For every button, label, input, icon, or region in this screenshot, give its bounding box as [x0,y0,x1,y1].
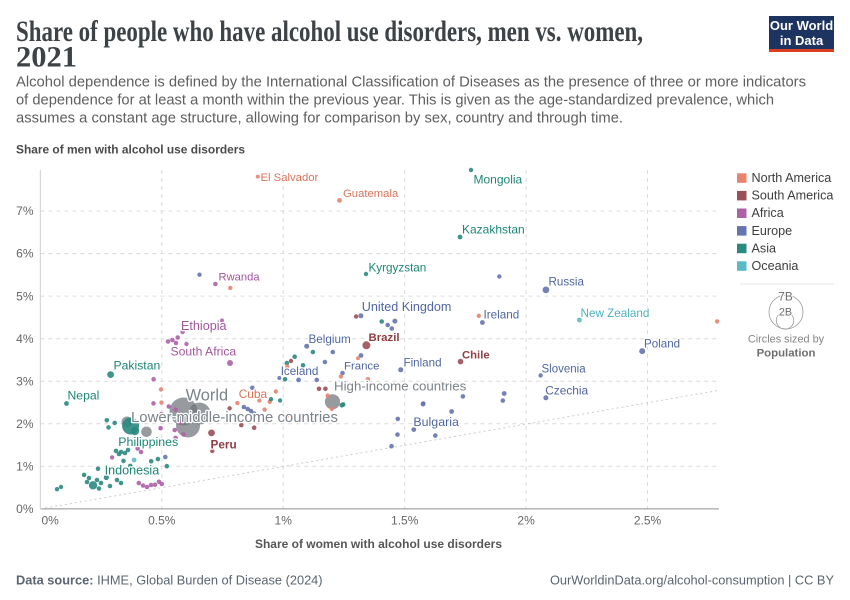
svg-text:Indonesia: Indonesia [105,464,160,478]
svg-text:1.5%: 1.5% [391,514,419,528]
svg-text:Kazakhstan: Kazakhstan [462,223,525,237]
svg-text:El Salvador: El Salvador [261,172,319,184]
svg-text:2021: 2021 [16,41,77,74]
svg-text:assumes a constant age structu: assumes a constant age structure, allowi… [16,111,623,127]
svg-text:6%: 6% [16,247,34,261]
svg-text:Guatemala: Guatemala [343,188,399,200]
svg-text:0.5%: 0.5% [148,514,176,528]
svg-text:Kyrgyzstan: Kyrgyzstan [369,262,427,275]
svg-text:Asia: Asia [752,241,777,255]
svg-text:Lower-middle-income countries: Lower-middle-income countries [131,410,338,426]
svg-text:OurWorldinData.org/alcohol-con: OurWorldinData.org/alcohol-consumption |… [550,573,834,588]
svg-text:Peru: Peru [211,438,237,452]
svg-text:Belgium: Belgium [309,333,351,346]
svg-text:5%: 5% [16,289,34,303]
svg-text:2%: 2% [16,417,34,431]
svg-text:0%: 0% [16,502,34,516]
svg-text:United Kingdom: United Kingdom [362,300,452,314]
svg-text:Nepal: Nepal [68,389,100,403]
svg-text:Cuba: Cuba [239,387,268,401]
svg-text:Russia: Russia [549,276,585,289]
svg-text:1%: 1% [16,460,34,474]
svg-text:3%: 3% [16,374,34,388]
svg-text:Ethiopia: Ethiopia [181,319,227,333]
svg-text:World: World [186,387,229,405]
svg-text:Chile: Chile [462,350,490,362]
svg-text:South America: South America [752,189,834,203]
svg-text:Mongolia: Mongolia [474,173,523,187]
svg-text:Circles sized by: Circles sized by [748,334,825,346]
svg-text:Rwanda: Rwanda [219,272,261,284]
svg-text:Europe: Europe [752,224,793,238]
svg-text:7%: 7% [16,204,34,218]
svg-text:Finland: Finland [404,357,442,370]
svg-text:4%: 4% [16,332,34,346]
svg-text:Share of men with alcohol use: Share of men with alcohol use disorders [16,143,245,157]
svg-text:0%: 0% [42,514,60,528]
svg-text:Population: Population [757,348,816,360]
svg-text:France: France [344,361,379,373]
svg-text:High-income countries: High-income countries [334,379,467,394]
svg-text:2B: 2B [779,307,792,319]
svg-text:Iceland: Iceland [281,365,319,378]
svg-text:Data source: IHME, Global Burd: Data source: IHME, Global Burden of Dise… [16,573,323,588]
svg-text:South Africa: South Africa [171,345,237,359]
svg-text:Oceania: Oceania [752,259,799,273]
svg-text:North America: North America [752,171,832,185]
svg-text:Brazil: Brazil [369,332,400,344]
svg-text:of dependence for at least a m: of dependence for at least a month withi… [16,93,774,109]
svg-text:Alcohol dependence is defined: Alcohol dependence is defined by the Int… [16,75,806,91]
svg-text:Slovenia: Slovenia [542,364,587,376]
svg-text:2%: 2% [517,514,535,528]
svg-text:1%: 1% [275,514,293,528]
svg-text:New Zealand: New Zealand [581,307,650,320]
svg-text:Share of women with alcohol us: Share of women with alcohol use disorder… [255,537,502,551]
svg-text:Bulgaria: Bulgaria [413,415,459,429]
svg-text:Philippines: Philippines [118,435,178,449]
svg-text:Czechia: Czechia [545,384,588,398]
svg-text:2.5%: 2.5% [634,514,662,528]
svg-text:7B: 7B [778,290,793,304]
svg-text:Pakistan: Pakistan [114,359,161,373]
svg-text:Share of people who have alcoh: Share of people who have alcohol use dis… [16,15,643,48]
svg-text:Africa: Africa [752,206,784,220]
svg-text:Ireland: Ireland [484,309,520,322]
svg-text:Poland: Poland [644,338,680,351]
